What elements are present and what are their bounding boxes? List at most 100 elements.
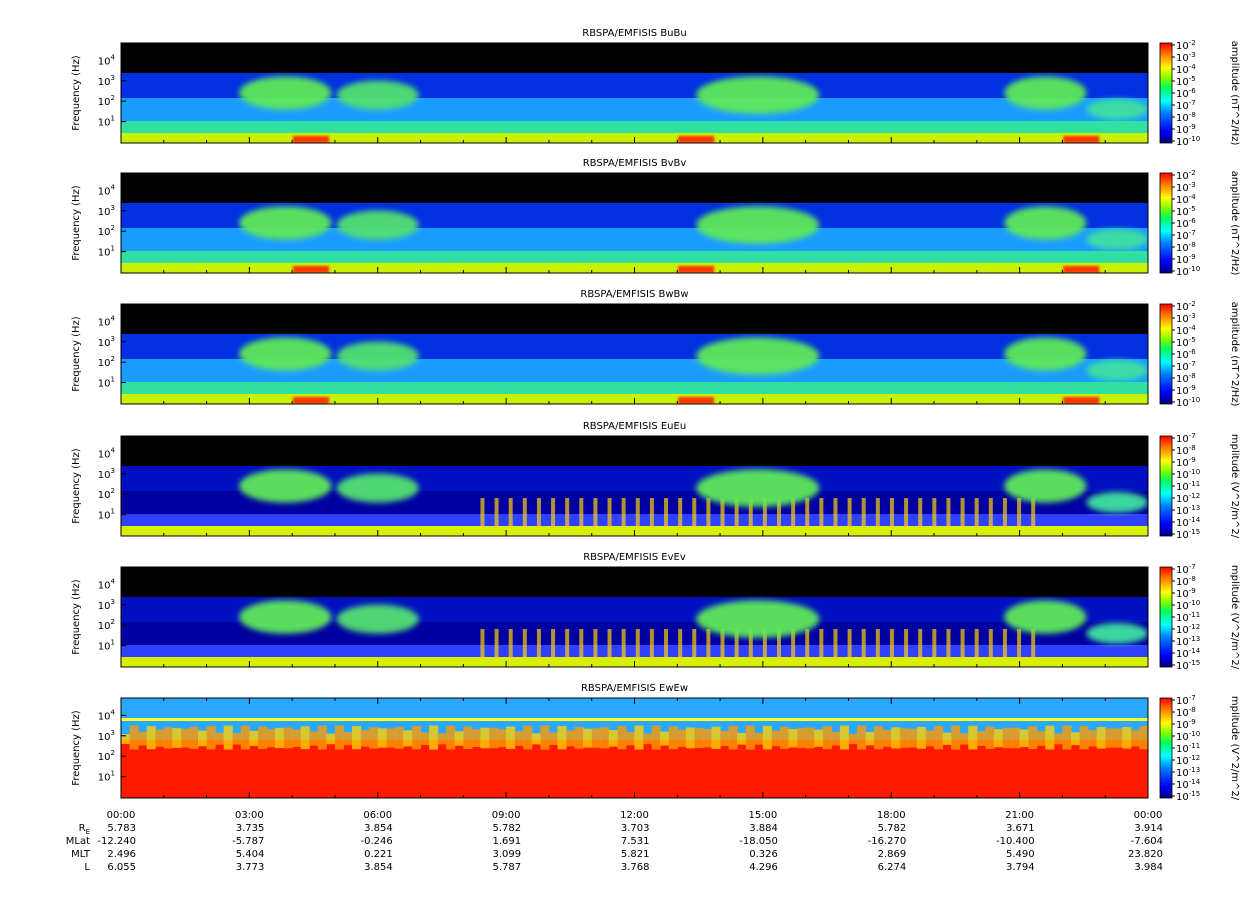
- noise-spike: [942, 732, 952, 745]
- noise-spike: [635, 498, 640, 528]
- noise-spike: [129, 725, 139, 750]
- x-tick-label: 09:00: [492, 810, 521, 821]
- noise-spike: [1130, 730, 1140, 747]
- noise-spike: [1017, 498, 1022, 528]
- noise-spike: [621, 629, 626, 659]
- ephemeris-value: 6.055: [107, 862, 136, 873]
- noise-spike: [916, 726, 926, 749]
- x-tick-label: 18:00: [877, 810, 906, 821]
- noise-spike: [608, 730, 618, 747]
- y-axis-label: Frequency (Hz): [71, 579, 82, 655]
- panel-title: RBSPA/EMFISIS EwEw: [581, 683, 688, 694]
- colorbar: [1159, 172, 1173, 274]
- colorbar-tick-label: 10-15: [1176, 790, 1200, 803]
- ephemeris-value: 0.221: [364, 849, 393, 860]
- noise-spike: [617, 726, 627, 750]
- noise-spike: [779, 726, 790, 749]
- colorbar-label: mplitude (V^2/m^2/: [1229, 565, 1240, 670]
- noise-spike: [974, 498, 979, 528]
- y-tick-label: 104: [98, 577, 116, 591]
- noise-spike: [215, 732, 225, 745]
- noise-spike: [1088, 730, 1098, 747]
- noise-spike: [579, 498, 584, 528]
- y-axis-label: Frequency (Hz): [71, 185, 82, 261]
- noise-spike: [403, 730, 413, 747]
- noise-spike: [621, 498, 626, 528]
- noise-spike: [734, 498, 739, 528]
- noise-spike: [480, 727, 490, 749]
- noise-spike: [771, 730, 781, 747]
- noise-spike: [163, 727, 173, 749]
- noise-spike: [776, 629, 781, 659]
- noise-spike: [791, 629, 796, 659]
- colorbar-tick-label: 10-15: [1176, 528, 1200, 541]
- noise-spike: [934, 725, 944, 750]
- noise-spike: [565, 629, 570, 659]
- y-tick-label: 103: [98, 729, 115, 743]
- noise-spike: [960, 629, 965, 659]
- noise-spike: [334, 725, 345, 750]
- noise-spike: [1002, 498, 1007, 528]
- wave-emission: [239, 469, 332, 503]
- colorbar-label: mplitude (V^2/m^2/: [1229, 696, 1240, 801]
- noise-spike: [1053, 733, 1063, 745]
- noise-spike: [959, 733, 969, 745]
- x-tick-label: 00:00: [107, 810, 136, 821]
- noise-spike: [677, 729, 687, 747]
- y-tick-label: 103: [98, 598, 115, 612]
- noise-spike: [172, 728, 182, 748]
- noise-spike: [566, 730, 576, 747]
- ephemeris-value: 3.914: [1134, 823, 1163, 834]
- panel-title: RBSPA/EMFISIS EuEu: [583, 421, 686, 432]
- noise-spike: [300, 726, 310, 750]
- ephemeris-value: 7.531: [621, 836, 650, 847]
- noise-spike: [446, 725, 456, 750]
- noise-spike: [833, 629, 838, 659]
- noise-spike: [1017, 629, 1022, 659]
- ephemeris-label: MLat: [66, 836, 90, 847]
- ephemeris-table: 00:00 03:00 06:00 09:00 12:00 15:00 18:00 21:00…: [66, 810, 1163, 873]
- ephemeris-label: L: [84, 862, 90, 873]
- noise-spike: [918, 629, 923, 659]
- wave-emission: [336, 473, 419, 503]
- noise-spike: [1096, 727, 1106, 749]
- noise-spike: [607, 629, 612, 659]
- noise-spike: [889, 629, 894, 659]
- ephemeris-value: 3.735: [236, 823, 265, 834]
- orange-feature: [292, 136, 329, 143]
- noise-spike: [974, 629, 979, 659]
- noise-spike: [819, 498, 824, 528]
- noise-spike: [198, 730, 208, 747]
- ephemeris-value: 3.854: [364, 862, 393, 873]
- colorbar: [1159, 303, 1173, 405]
- noise-spike: [805, 629, 810, 659]
- noise-spike: [508, 629, 513, 659]
- wave-emission: [1086, 98, 1148, 120]
- noise-spike: [988, 498, 993, 528]
- noise-spike: [155, 729, 165, 747]
- spectrogram-image: [121, 173, 1148, 273]
- noise-spike: [788, 728, 798, 748]
- ephemeris-value: -0.246: [361, 836, 393, 847]
- noise-spike: [206, 725, 216, 750]
- noise-spike: [649, 498, 654, 528]
- y-tick-label: 103: [98, 467, 115, 481]
- orange-feature: [1063, 397, 1100, 404]
- noise-spike: [591, 728, 601, 748]
- noise-spike: [1019, 729, 1029, 748]
- orange-feature: [678, 136, 715, 143]
- noise-spike: [551, 629, 556, 659]
- noise-spike: [678, 498, 683, 528]
- noise-spike: [635, 629, 640, 659]
- noise-spike: [1002, 727, 1012, 749]
- noise-spike: [904, 629, 909, 659]
- noise-spike: [847, 498, 852, 528]
- wave-emission: [239, 76, 332, 110]
- noise-spike: [649, 629, 654, 659]
- noise-spike: [932, 629, 937, 659]
- colorbar: [1159, 697, 1173, 799]
- noise-spike: [138, 731, 148, 746]
- noise-spike: [494, 629, 499, 659]
- wave-emission: [696, 337, 820, 375]
